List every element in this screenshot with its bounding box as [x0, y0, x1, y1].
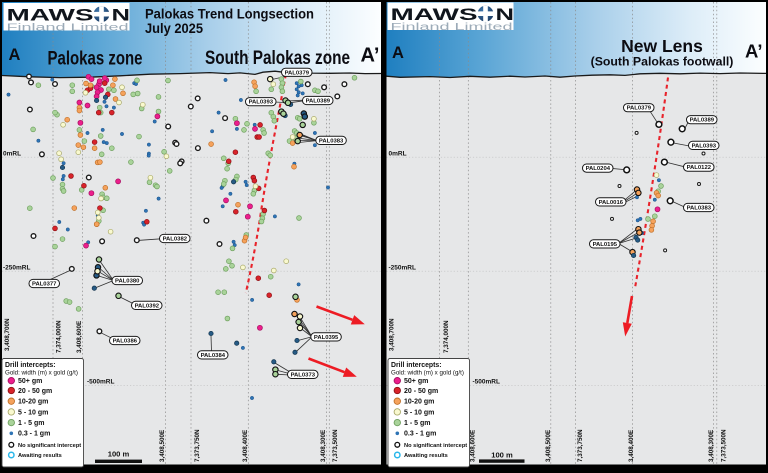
- svg-text:7,373,750N: 7,373,750N: [577, 429, 584, 462]
- svg-text:7,373,750N: 7,373,750N: [194, 429, 201, 462]
- svg-text:PAL0016: PAL0016: [599, 200, 624, 206]
- svg-text:PAL0122: PAL0122: [687, 165, 712, 171]
- svg-text:PAL0379: PAL0379: [627, 106, 652, 112]
- svg-text:7,374,000N: 7,374,000N: [443, 320, 450, 353]
- svg-text:0mRL: 0mRL: [389, 150, 407, 157]
- svg-text:PAL0373: PAL0373: [291, 372, 316, 378]
- svg-text:-500mRL: -500mRL: [473, 378, 500, 385]
- svg-text:PAL0392: PAL0392: [135, 303, 160, 309]
- svg-text:-250mRL: -250mRL: [3, 264, 30, 271]
- svg-text:0mRL: 0mRL: [3, 150, 21, 157]
- svg-text:-250mRL: -250mRL: [389, 264, 416, 271]
- svg-text:PAL0383: PAL0383: [687, 206, 712, 212]
- svg-text:3,408,500E: 3,408,500E: [159, 430, 166, 462]
- svg-text:PAL0389: PAL0389: [306, 99, 331, 105]
- svg-text:A’: A’: [361, 45, 380, 67]
- svg-text:100 m: 100 m: [491, 450, 513, 459]
- svg-text:PAL0395: PAL0395: [314, 335, 339, 341]
- svg-text:PAL0384: PAL0384: [201, 353, 226, 359]
- svg-text:7,374,000N: 7,374,000N: [56, 320, 63, 353]
- svg-text:South Palokas zone: South Palokas zone: [205, 48, 350, 69]
- svg-text:New Lens: New Lens: [621, 36, 703, 56]
- svg-text:A’: A’: [745, 41, 762, 62]
- svg-text:PAL0382: PAL0382: [163, 237, 188, 243]
- svg-text:A: A: [9, 46, 21, 64]
- svg-text:Palokas zone: Palokas zone: [48, 49, 143, 70]
- svg-text:7,373,500N: 7,373,500N: [332, 429, 339, 462]
- svg-text:100 m: 100 m: [108, 449, 130, 458]
- svg-text:3,408,300E: 3,408,300E: [320, 430, 327, 462]
- svg-text:PAL0377: PAL0377: [32, 282, 57, 288]
- svg-text:(South Palokas footwall): (South Palokas footwall): [591, 55, 734, 69]
- svg-text:3,408,400E: 3,408,400E: [242, 430, 249, 462]
- svg-text:July 2025: July 2025: [145, 20, 203, 36]
- svg-text:3,408,500E: 3,408,500E: [545, 430, 552, 462]
- svg-text:PAL0393: PAL0393: [249, 100, 274, 106]
- svg-text:3,408,600E: 3,408,600E: [470, 430, 477, 462]
- svg-text:3,408,300E: 3,408,300E: [708, 430, 715, 462]
- svg-text:PAL0195: PAL0195: [593, 242, 618, 248]
- svg-text:3,408,600E: 3,408,600E: [76, 321, 83, 353]
- svg-text:PAL0386: PAL0386: [113, 339, 138, 345]
- svg-text:3,408,700N: 3,408,700N: [389, 318, 396, 351]
- svg-text:PAL0204: PAL0204: [586, 166, 611, 172]
- svg-text:PAL0383: PAL0383: [319, 138, 344, 144]
- svg-text:3,408,700N: 3,408,700N: [4, 318, 11, 351]
- svg-text:-500mRL: -500mRL: [87, 378, 114, 385]
- svg-text:A: A: [392, 44, 404, 62]
- svg-text:PAL0393: PAL0393: [692, 143, 717, 149]
- svg-text:PAL0389: PAL0389: [690, 118, 715, 124]
- svg-text:PAL0379: PAL0379: [285, 70, 310, 76]
- svg-text:3,408,400E: 3,408,400E: [628, 430, 635, 462]
- svg-text:7,373,500N: 7,373,500N: [721, 429, 728, 462]
- svg-text:PAL0380: PAL0380: [115, 279, 140, 285]
